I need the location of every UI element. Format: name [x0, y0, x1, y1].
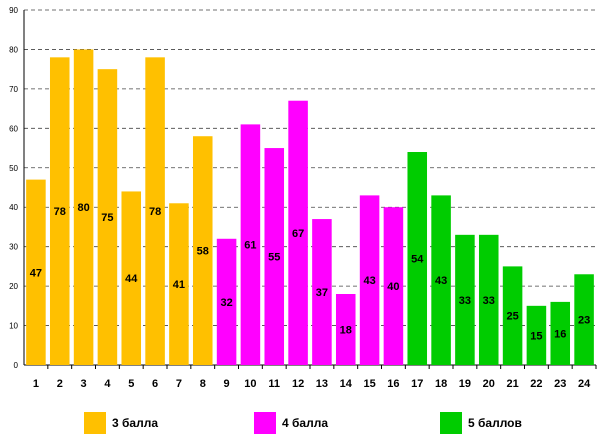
bar: [97, 69, 118, 366]
x-tick-label: 6: [152, 378, 158, 390]
x-tick-label: 5: [128, 378, 134, 390]
data-label: 43: [435, 275, 447, 287]
y-tick-label: 50: [9, 164, 18, 173]
data-label: 33: [483, 295, 495, 307]
x-tick-label: 17: [411, 378, 423, 390]
data-label: 58: [197, 246, 209, 258]
bar: [145, 57, 165, 365]
x-tick-label: 16: [387, 378, 399, 390]
bar: [312, 219, 332, 365]
y-tick-label: 10: [9, 322, 18, 331]
legend-item-4-balla: 4 балла: [254, 411, 328, 435]
data-label: 41: [173, 279, 185, 291]
y-tick-label: 20: [9, 282, 18, 291]
x-tick-label: 2: [57, 378, 63, 390]
legend-label-5-ballov: 5 баллов: [468, 416, 522, 430]
bar: [169, 203, 189, 365]
x-tick-label: 10: [244, 378, 256, 390]
x-tick-label: 1: [33, 378, 39, 390]
bar: [288, 100, 308, 365]
data-label: 33: [459, 295, 471, 307]
data-label: 54: [411, 254, 424, 266]
legend-label-4-balla: 4 балла: [282, 416, 329, 430]
x-tick-label: 18: [435, 378, 447, 390]
x-tick-label: 12: [292, 378, 304, 390]
y-tick-label: 80: [9, 45, 18, 54]
legend-swatch-3-balla: [84, 412, 106, 434]
data-label: 61: [244, 240, 256, 252]
bar: [574, 274, 594, 365]
data-label: 25: [506, 311, 518, 323]
x-tick-label: 20: [483, 378, 495, 390]
bar: [383, 207, 404, 365]
bar: [216, 238, 237, 365]
bar: [526, 305, 547, 365]
bar: [502, 266, 523, 365]
legend-label-3-balla: 3 балла: [112, 416, 159, 430]
data-label: 37: [316, 287, 328, 299]
x-tick-label: 9: [224, 378, 230, 390]
data-label: 75: [101, 212, 113, 224]
data-label: 43: [363, 275, 375, 287]
x-tick-label: 7: [176, 378, 182, 390]
bar: [73, 49, 94, 365]
y-tick-label: 30: [9, 243, 18, 252]
y-tick-label: 0: [14, 361, 19, 370]
data-label: 40: [387, 281, 399, 293]
bar: [335, 294, 356, 365]
data-label: 23: [578, 315, 590, 327]
x-tick-label: 8: [200, 378, 206, 390]
x-tick-label: 14: [340, 378, 353, 390]
bar: [431, 195, 451, 365]
bar: [26, 179, 46, 365]
bar: [49, 57, 70, 365]
legend-swatch-5-ballov: [440, 412, 462, 434]
x-tick-label: 24: [578, 378, 591, 390]
bar: [192, 136, 213, 365]
bar: [455, 234, 475, 365]
data-label: 15: [530, 330, 542, 342]
data-label: 80: [77, 202, 89, 214]
x-tick-label: 11: [268, 378, 280, 390]
data-label: 44: [125, 273, 138, 285]
data-label: 47: [30, 267, 42, 279]
x-tick-label: 15: [363, 378, 375, 390]
y-tick-label: 90: [9, 6, 18, 15]
data-label: 18: [340, 325, 352, 337]
data-label: 78: [54, 206, 66, 218]
y-tick-label: 60: [9, 124, 18, 133]
bar: [359, 195, 380, 365]
data-label: 55: [268, 252, 280, 264]
x-tick-label: 21: [506, 378, 518, 390]
bar: [264, 148, 285, 365]
x-tick-label: 3: [81, 378, 87, 390]
bar: [407, 152, 428, 365]
data-label: 67: [292, 228, 304, 240]
bar: [550, 301, 571, 365]
x-tick-label: 4: [104, 378, 111, 390]
y-tick-label: 70: [9, 85, 18, 94]
x-tick-label: 23: [554, 378, 566, 390]
legend-item-3-balla: 3 балла: [84, 411, 158, 435]
x-tick-label: 13: [316, 378, 328, 390]
y-tick-label: 40: [9, 203, 18, 212]
data-label: 78: [149, 206, 161, 218]
bar: [121, 191, 142, 365]
data-label: 16: [554, 328, 566, 340]
bar: [478, 234, 499, 365]
legend-swatch-4-balla: [254, 412, 276, 434]
bar: [240, 124, 261, 365]
legend-item-5-ballov: 5 баллов: [440, 411, 522, 435]
x-tick-label: 19: [459, 378, 471, 390]
x-tick-label: 22: [530, 378, 542, 390]
data-label: 32: [220, 297, 232, 309]
